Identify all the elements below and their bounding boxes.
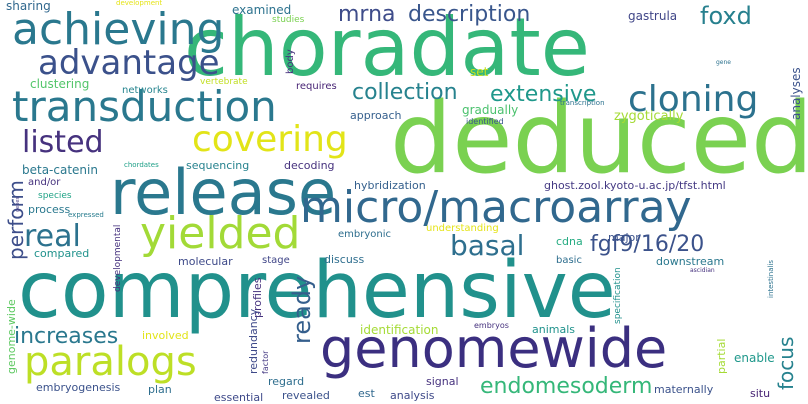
word-achieving: achieving xyxy=(12,4,225,55)
word-intestinalis: intestinalis xyxy=(767,259,775,298)
word-developmental: developmental xyxy=(113,224,123,292)
word-hybridization: hybridization xyxy=(354,179,426,192)
word-requires: requires xyxy=(296,81,337,92)
word-analysis: analysis xyxy=(390,389,435,402)
word-listed: listed xyxy=(22,125,104,160)
word-increases: increases xyxy=(14,324,119,349)
word-enable: enable xyxy=(734,351,775,365)
word-embryogenesis: embryogenesis xyxy=(36,381,121,394)
word-gastrula: gastrula xyxy=(628,9,678,23)
word-compared: compared xyxy=(34,247,90,260)
word-approach: approach xyxy=(350,109,402,122)
word-decoding: decoding xyxy=(284,159,335,172)
word-specification: specification xyxy=(613,267,623,324)
word-species: species xyxy=(38,191,72,201)
word-identified: identified xyxy=(466,117,504,126)
word-examined: examined xyxy=(232,3,292,17)
word-downstream: downstream xyxy=(656,255,725,268)
word-transduction: transduction xyxy=(12,82,277,131)
word-set: set xyxy=(470,65,489,79)
word-maternally: maternally xyxy=(654,383,714,396)
word-sharing: sharing xyxy=(6,0,51,13)
word-cdna: cdna xyxy=(556,235,583,248)
word-deduced: deduced xyxy=(390,82,808,196)
word-genes: genes xyxy=(15,196,21,212)
word-focus: focus xyxy=(774,336,798,390)
word-fgf9-16-20: fgf9/16/20 xyxy=(590,232,705,257)
word-vertebrate: vertebrate xyxy=(200,77,248,87)
word-and-or: and/or xyxy=(28,177,61,188)
word-chordates: chordates xyxy=(124,161,159,169)
word-choradate: choradate xyxy=(184,1,590,94)
word-process: process xyxy=(28,203,71,216)
word-signal: signal xyxy=(426,375,459,388)
word-stage: stage xyxy=(262,255,290,266)
word-embryonic: embryonic xyxy=(338,229,392,240)
word-molecular: molecular xyxy=(178,255,233,268)
word-identification: identification xyxy=(360,323,439,337)
word-micro-macroarray: micro/macroarray xyxy=(300,182,692,233)
word-development: development xyxy=(116,0,163,7)
word-redundancy: redundancy xyxy=(247,308,260,374)
word-analyses: analyses xyxy=(789,67,803,120)
word-understanding: understanding xyxy=(426,223,499,234)
word-paralogs: paralogs xyxy=(24,339,197,385)
word-major: major xyxy=(608,231,640,244)
word-revealed: revealed xyxy=(282,389,330,402)
word-factor: factor xyxy=(261,350,270,374)
word-involved: involved xyxy=(142,329,189,342)
word-comprehensive: comprehensive xyxy=(18,246,616,336)
word-partial: partial xyxy=(715,338,728,374)
word-networks: networks xyxy=(122,85,168,96)
word-endomesoderm: endomesoderm xyxy=(480,374,653,399)
word-advantage: advantage xyxy=(38,43,220,83)
word-real: real xyxy=(24,219,81,254)
word-covering: covering xyxy=(192,119,348,160)
word-animals: animals xyxy=(532,323,576,336)
word-ready: ready xyxy=(288,275,316,344)
word-clustering: clustering xyxy=(30,77,90,91)
word-foxd: foxd xyxy=(700,2,752,30)
word-extensive: extensive xyxy=(490,82,597,107)
word-gene: gene xyxy=(716,59,731,66)
word-discuss: discuss xyxy=(324,253,365,266)
word-zygotically: zygotically xyxy=(614,109,684,124)
word-genome-wide: genome-wide xyxy=(5,299,18,374)
word-essential: essential xyxy=(214,391,264,404)
word-mrna: mrna xyxy=(338,2,396,27)
word-release: release xyxy=(110,156,337,229)
word-yielded: yielded xyxy=(140,208,301,259)
word-collection: collection xyxy=(352,80,458,105)
word-cloning: cloning xyxy=(628,79,759,120)
word-perform: perform xyxy=(4,180,28,260)
word-transcription: transcription xyxy=(560,99,605,107)
word-sequencing: sequencing xyxy=(186,159,250,172)
word-genomewide: genomewide xyxy=(320,317,668,380)
word-ghost-url: ghost.zool.kyoto-u.ac.jp/tfst.html xyxy=(544,179,726,192)
word-body: body xyxy=(285,49,296,74)
word-studies: studies xyxy=(272,15,305,25)
word-beta-catenin: beta-catenin xyxy=(22,163,98,177)
word-situ: situ xyxy=(750,387,771,400)
word-basal: basal xyxy=(450,229,525,262)
word-basic: basic xyxy=(556,255,582,266)
word-expressed: expressed xyxy=(68,211,104,219)
word-regard: regard xyxy=(268,375,305,388)
word-embryos: embryos xyxy=(474,321,509,330)
word-ascidian: ascidian xyxy=(690,267,715,274)
word-description: description xyxy=(408,2,531,27)
word-gradually: gradually xyxy=(462,103,519,117)
word-plan: plan xyxy=(148,383,172,396)
word-est: est xyxy=(358,387,375,400)
